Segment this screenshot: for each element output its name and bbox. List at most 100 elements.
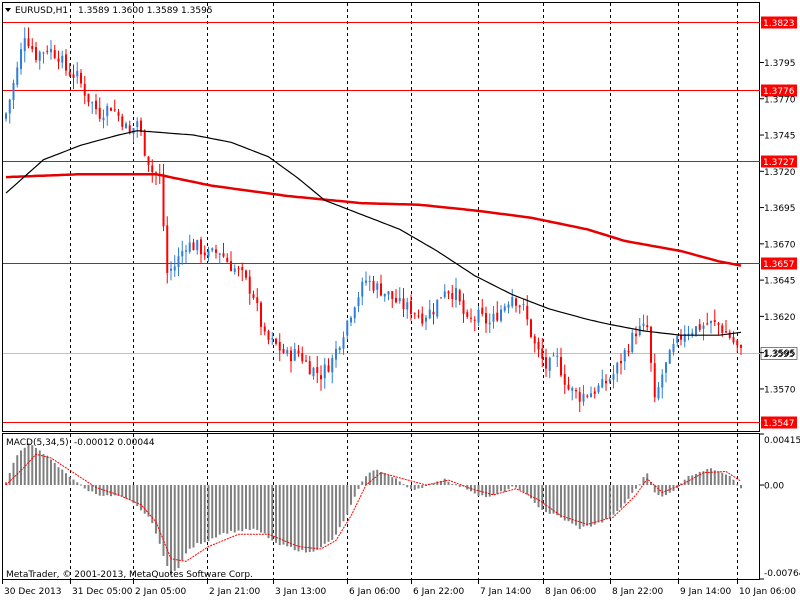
candle-body bbox=[740, 344, 742, 348]
candle-body bbox=[20, 49, 22, 69]
candlesticks[interactable] bbox=[5, 27, 742, 413]
macd-tick-label: -0.00764 bbox=[764, 569, 800, 579]
macd-panel-frame bbox=[2, 433, 760, 580]
macd-bar bbox=[166, 485, 169, 567]
macd-bar bbox=[522, 485, 525, 493]
macd-bar bbox=[436, 481, 439, 486]
candle-body bbox=[350, 317, 352, 323]
macd-bar bbox=[383, 472, 386, 486]
candle-body bbox=[256, 297, 259, 304]
macd-bar bbox=[331, 485, 334, 540]
candle-body bbox=[646, 325, 649, 328]
macd-bar bbox=[301, 485, 304, 550]
macd-bar bbox=[447, 481, 450, 486]
candle-body bbox=[455, 288, 457, 300]
macd-bar bbox=[342, 485, 345, 522]
macd-bar bbox=[5, 482, 7, 486]
candle-body bbox=[293, 349, 296, 361]
candle-body bbox=[560, 357, 562, 376]
macd-bar bbox=[290, 485, 292, 547]
macd-bar bbox=[608, 485, 611, 519]
horizontal-levels: 1.3823 1.3776 1.3727 1.3657 1.3547 1.3595 bbox=[3, 16, 798, 429]
candle-body bbox=[500, 309, 502, 321]
macd-bar bbox=[361, 481, 364, 486]
candle-body bbox=[597, 385, 600, 393]
macd-bar bbox=[492, 485, 495, 495]
macd-bar bbox=[443, 478, 446, 486]
macd-bar bbox=[113, 485, 116, 496]
macd-bar bbox=[458, 485, 461, 487]
macd-bar bbox=[68, 476, 71, 486]
macd-bar bbox=[533, 485, 536, 503]
level-label: 1.3727 bbox=[763, 158, 795, 168]
macd-bar bbox=[661, 485, 664, 497]
macd-bar bbox=[597, 485, 600, 523]
macd-bar bbox=[511, 485, 514, 487]
candle-body bbox=[440, 297, 442, 299]
time-tick-label: 2 Jan 05:00 bbox=[135, 587, 187, 597]
level-label: 1.3776 bbox=[763, 87, 795, 97]
macd-bar bbox=[710, 468, 712, 486]
macd-bar bbox=[702, 471, 705, 486]
candle-body bbox=[320, 375, 322, 380]
macd-bar bbox=[65, 473, 67, 486]
level-label-box bbox=[761, 257, 797, 270]
macd-bar bbox=[110, 485, 112, 497]
macd-bar bbox=[121, 485, 124, 497]
macd-bar bbox=[515, 485, 517, 488]
macd-bar bbox=[252, 485, 255, 529]
macd-bar bbox=[312, 485, 315, 552]
candle-body bbox=[635, 333, 637, 337]
macd-bar bbox=[616, 485, 619, 512]
candle-body bbox=[248, 276, 251, 294]
macd-bar bbox=[61, 469, 64, 486]
macd-bar bbox=[117, 485, 120, 496]
macd-bar bbox=[12, 462, 15, 486]
macd-bar bbox=[76, 482, 79, 486]
macd-bar bbox=[425, 485, 427, 487]
candle-body bbox=[91, 102, 94, 104]
candle-body bbox=[365, 280, 367, 283]
candle-body bbox=[383, 293, 386, 297]
macd-bar bbox=[695, 473, 697, 486]
candle-body bbox=[372, 280, 375, 291]
candle-body bbox=[233, 268, 236, 272]
macd-bar bbox=[698, 471, 701, 486]
candle-body bbox=[110, 108, 112, 111]
symbol-timeframe: EURUSD,H1 bbox=[15, 6, 68, 16]
macd-bar bbox=[173, 485, 176, 571]
macd-bar bbox=[233, 485, 236, 533]
candle-body bbox=[485, 313, 487, 324]
candle-body bbox=[698, 324, 701, 330]
candle-body bbox=[12, 82, 15, 100]
candle-body bbox=[432, 311, 435, 315]
candle-body bbox=[342, 337, 345, 349]
macd-bar bbox=[372, 470, 375, 486]
macd-bar bbox=[548, 485, 551, 514]
macd-bar bbox=[552, 485, 555, 514]
macd-bar bbox=[177, 485, 180, 569]
candle-body bbox=[203, 252, 206, 256]
candle-body bbox=[650, 326, 652, 363]
candle-body bbox=[286, 349, 289, 354]
candle-body bbox=[192, 242, 195, 251]
candle-body bbox=[31, 46, 34, 50]
main-panel-frame bbox=[2, 2, 760, 432]
macd-bar bbox=[706, 468, 709, 486]
collapse-triangle-icon[interactable] bbox=[5, 8, 11, 12]
macd-bar bbox=[406, 485, 409, 488]
macd-bar bbox=[605, 485, 607, 519]
ohlc-readout: 1.3589 1.3600 1.3589 1.3595 bbox=[78, 6, 213, 16]
macd-bar bbox=[140, 485, 142, 511]
macd-bar bbox=[211, 485, 214, 539]
candle-body bbox=[316, 367, 319, 373]
candle-body bbox=[263, 326, 266, 332]
macd-bar bbox=[196, 485, 199, 544]
macd-bar bbox=[575, 485, 577, 526]
candle-body bbox=[466, 312, 469, 317]
macd-bar bbox=[563, 485, 566, 521]
macd-bar bbox=[218, 485, 221, 535]
candle-body bbox=[398, 298, 401, 302]
macd-bar bbox=[713, 470, 716, 486]
